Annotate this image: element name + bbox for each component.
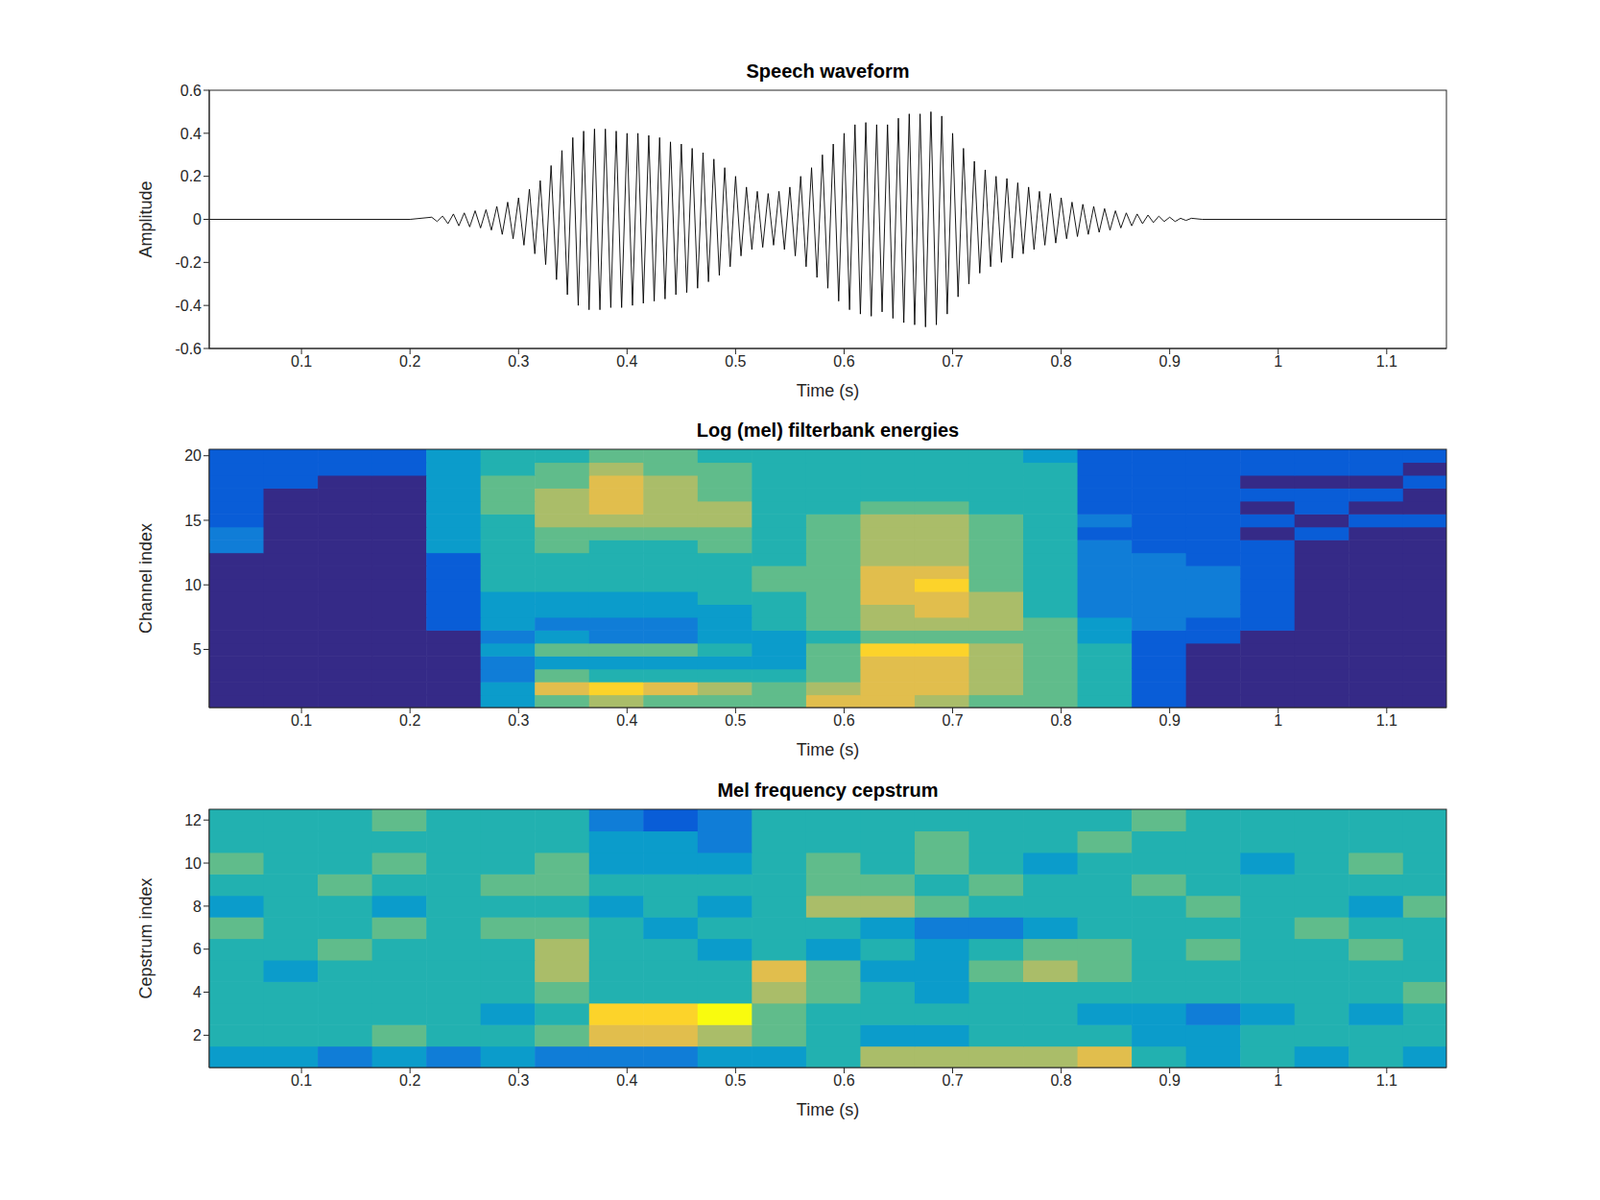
svg-text:0: 0 <box>192 211 202 228</box>
svg-text:5: 5 <box>192 641 202 658</box>
html-text:Mel frequency cepstrum: Mel frequency cepstrum <box>717 779 939 801</box>
svg-text:0.1: 0.1 <box>290 1072 312 1089</box>
svg-text:0.1: 0.1 <box>290 712 312 729</box>
svg-text:1.1: 1.1 <box>1376 1072 1398 1089</box>
svg-text:0.8: 0.8 <box>1050 353 1072 370</box>
svg-text:0.6: 0.6 <box>180 82 202 99</box>
svg-text:10: 10 <box>184 855 202 872</box>
svg-text:Time (s): Time (s) <box>796 740 860 760</box>
svg-text:0.4: 0.4 <box>616 1072 638 1089</box>
svg-text:0.3: 0.3 <box>507 712 529 729</box>
svg-text:Time (s): Time (s) <box>796 381 860 401</box>
svg-text:Cepstrum index: Cepstrum index <box>136 877 156 999</box>
svg-text:0.9: 0.9 <box>1159 1072 1181 1089</box>
svg-text:1.1: 1.1 <box>1376 353 1398 370</box>
svg-text:12: 12 <box>184 811 202 829</box>
svg-text:8: 8 <box>192 898 202 915</box>
svg-text:6: 6 <box>192 940 202 957</box>
svg-text:0.6: 0.6 <box>833 712 855 729</box>
svg-text:Channel index: Channel index <box>136 523 156 634</box>
svg-text:0.3: 0.3 <box>507 1072 529 1089</box>
svg-text:4: 4 <box>192 983 202 1001</box>
svg-text:-0.4: -0.4 <box>174 297 202 314</box>
svg-text:0.7: 0.7 <box>941 712 963 729</box>
svg-text:2: 2 <box>192 1026 202 1044</box>
svg-text:20: 20 <box>184 447 202 464</box>
svg-text:0.5: 0.5 <box>724 1072 746 1089</box>
svg-text:0.2: 0.2 <box>180 167 202 185</box>
svg-text:0.2: 0.2 <box>399 1072 421 1089</box>
svg-text:-0.6: -0.6 <box>174 340 202 358</box>
html-text:Log (mel) filterbank energies: Log (mel) filterbank energies <box>696 419 960 441</box>
svg-text:0.2: 0.2 <box>399 712 421 729</box>
svg-text:15: 15 <box>184 512 202 529</box>
svg-text:0.8: 0.8 <box>1050 1072 1072 1089</box>
svg-text:0.9: 0.9 <box>1159 353 1181 370</box>
svg-text:0.4: 0.4 <box>616 712 638 729</box>
svg-text:1.1: 1.1 <box>1376 712 1398 729</box>
svg-text:0.6: 0.6 <box>833 1072 855 1089</box>
svg-text:1: 1 <box>1273 712 1283 729</box>
svg-text:Amplitude: Amplitude <box>136 180 156 258</box>
svg-text:0.1: 0.1 <box>290 353 312 370</box>
svg-text:0.5: 0.5 <box>724 353 746 370</box>
svg-text:-0.2: -0.2 <box>174 254 202 271</box>
svg-text:0.4: 0.4 <box>616 353 638 370</box>
svg-text:10: 10 <box>184 576 202 594</box>
svg-text:0.4: 0.4 <box>180 125 202 143</box>
svg-text:0.7: 0.7 <box>941 353 963 370</box>
html-text:Speech waveform: Speech waveform <box>746 60 910 82</box>
svg-text:0.2: 0.2 <box>399 353 421 370</box>
svg-text:0.6: 0.6 <box>833 353 855 370</box>
svg-text:0.7: 0.7 <box>941 1072 963 1089</box>
svg-text:1: 1 <box>1273 1072 1283 1089</box>
svg-text:0.8: 0.8 <box>1050 712 1072 729</box>
svg-text:Time (s): Time (s) <box>796 1099 860 1120</box>
svg-text:0.3: 0.3 <box>507 353 529 370</box>
svg-text:0.5: 0.5 <box>724 712 746 729</box>
svg-text:1: 1 <box>1273 353 1283 370</box>
svg-text:0.9: 0.9 <box>1159 712 1181 729</box>
